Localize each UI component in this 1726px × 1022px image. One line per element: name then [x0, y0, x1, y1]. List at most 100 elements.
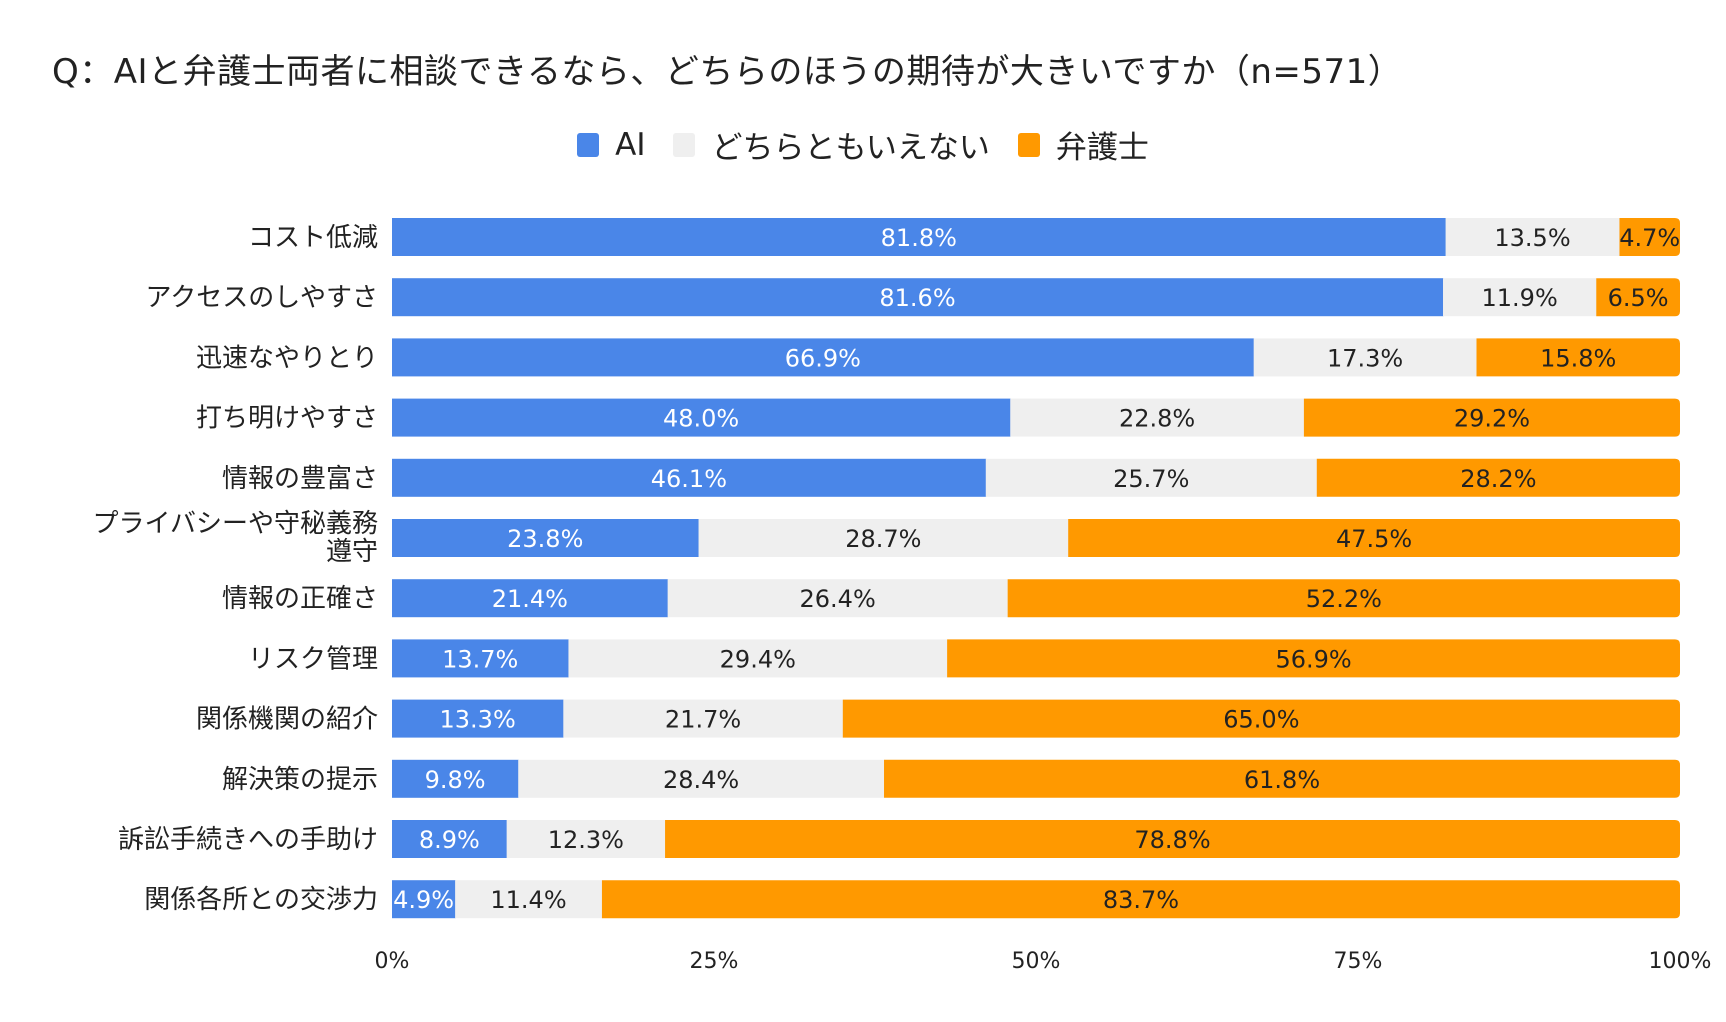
bar-segment-neutral[interactable] — [1445, 218, 1620, 256]
bar-segment-lawyer[interactable] — [1596, 278, 1680, 317]
legend-item-ai[interactable]: AI — [577, 127, 645, 163]
bar-segment-neutral[interactable] — [1253, 338, 1477, 377]
data-label-neutral: 28.4% — [663, 766, 739, 794]
category-label: 情報の正確さ — [222, 584, 378, 614]
bar-segment-neutral[interactable] — [985, 458, 1318, 497]
legend-label-neutral: どちらともいえない — [711, 130, 990, 166]
category-label: コスト低減 — [248, 223, 378, 253]
bar-segment-ai[interactable] — [392, 218, 1447, 256]
bar-segment-ai[interactable] — [392, 820, 508, 858]
data-label-lawyer: 29.2% — [1454, 405, 1530, 433]
category-label: 遵守 — [326, 537, 378, 567]
bar-segment-lawyer[interactable] — [842, 699, 1680, 738]
bar-segment-ai[interactable] — [392, 278, 1444, 317]
legend-swatch-lawyer — [1017, 132, 1040, 157]
bar-segment-lawyer[interactable] — [1303, 398, 1680, 437]
bar-segment-lawyer[interactable] — [947, 639, 1680, 678]
data-label-lawyer: 15.8% — [1540, 344, 1616, 372]
bar-segment-neutral[interactable] — [455, 880, 603, 919]
data-label-neutral: 29.4% — [720, 645, 796, 673]
data-label-neutral: 28.7% — [845, 525, 921, 553]
bar-segment-lawyer[interactable] — [1316, 458, 1680, 497]
x-tick-label: 100% — [1649, 949, 1712, 974]
data-label-neutral: 13.5% — [1494, 224, 1570, 252]
x-tick-label: 0% — [375, 949, 410, 974]
chart-legend: AI どちらともいえない 弁護士 — [0, 122, 1726, 167]
x-tick-label: 50% — [1012, 949, 1061, 974]
data-label-ai: 66.9% — [785, 344, 861, 372]
x-tick-label: 75% — [1334, 949, 1383, 974]
bar-row: 打ち明けやすさ 48.0% 22.8% 29.2% — [196, 398, 1680, 437]
bar-row: 関係各所との交渉力 4.9% 11.4% 83.7% — [144, 880, 1680, 919]
bar-segment-ai[interactable] — [392, 759, 519, 798]
data-label-neutral: 21.7% — [665, 706, 741, 734]
bar-segment-lawyer[interactable] — [1068, 519, 1680, 557]
bar-segment-ai[interactable] — [392, 579, 669, 618]
bar-row: コスト低減 81.8% 13.5% 4.7% — [248, 218, 1680, 256]
data-label-neutral: 12.3% — [548, 826, 624, 854]
legend-item-lawyer[interactable]: 弁護士 — [1017, 122, 1149, 167]
data-label-lawyer: 47.5% — [1336, 525, 1412, 553]
bar-segment-ai[interactable] — [392, 880, 456, 919]
bar-segment-neutral[interactable] — [1010, 398, 1305, 437]
bar-row: 迅速なやりとり 66.9% 17.3% 15.8% — [196, 338, 1680, 377]
data-label-ai: 21.4% — [492, 585, 568, 613]
data-label-lawyer: 56.9% — [1275, 645, 1351, 673]
bar-segment-ai[interactable] — [392, 639, 569, 678]
bar-segment-neutral[interactable] — [568, 639, 948, 678]
bar-segment-ai[interactable] — [392, 398, 1011, 437]
bar-segment-neutral[interactable] — [1443, 278, 1597, 317]
legend-label-lawyer: 弁護士 — [1055, 130, 1149, 166]
chart-title: Q：AIと弁護士両者に相談できるなら、どちらのほうの期待が大きいですか（n=57… — [52, 52, 1403, 92]
bar-segment-ai[interactable] — [392, 519, 700, 557]
data-label-ai: 9.8% — [425, 766, 486, 794]
category-label: 関係機関の紹介 — [196, 705, 378, 735]
bar-segment-neutral[interactable] — [563, 699, 844, 738]
bar-row: リスク管理 13.7% 29.4% 56.9% — [248, 639, 1680, 678]
data-label-lawyer: 65.0% — [1223, 706, 1299, 734]
category-label: リスク管理 — [248, 644, 378, 674]
data-label-ai: 8.9% — [419, 826, 480, 854]
legend-label-ai: AI — [615, 126, 646, 163]
bar-segment-lawyer[interactable] — [1007, 579, 1680, 618]
data-label-neutral: 26.4% — [800, 585, 876, 613]
data-label-ai: 23.8% — [507, 525, 583, 553]
data-label-lawyer: 28.2% — [1460, 465, 1536, 493]
bar-segment-lawyer[interactable] — [884, 759, 1680, 798]
bar-row: 関係機関の紹介 13.3% 21.7% 65.0% — [196, 699, 1680, 738]
data-label-neutral: 11.9% — [1482, 284, 1558, 312]
category-label: 関係各所との交渉力 — [144, 885, 378, 915]
bar-row: 訴訟手続きへの手助け 8.9% 12.3% 78.8% — [118, 820, 1680, 858]
bar-segment-lawyer[interactable] — [1476, 338, 1680, 377]
legend-swatch-ai — [577, 132, 600, 157]
category-label: 情報の豊富さ — [222, 464, 378, 494]
bar-segment-ai[interactable] — [392, 338, 1255, 377]
bar-segment-ai[interactable] — [392, 458, 987, 497]
data-label-neutral: 25.7% — [1113, 465, 1189, 493]
data-label-lawyer: 52.2% — [1306, 585, 1382, 613]
bar-segment-ai[interactable] — [392, 699, 564, 738]
bar-row: アクセスのしやすさ 81.6% 11.9% 6.5% — [146, 278, 1680, 317]
bar-segment-lawyer[interactable] — [665, 820, 1680, 858]
data-label-lawyer: 78.8% — [1134, 826, 1210, 854]
legend-item-neutral[interactable]: どちらともいえない — [673, 122, 990, 167]
category-label: 打ち明けやすさ — [196, 404, 378, 434]
x-tick-label: 25% — [690, 949, 739, 974]
bar-segment-neutral[interactable] — [506, 820, 666, 858]
bar-row: 情報の豊富さ 46.1% 25.7% 28.2% — [222, 458, 1680, 497]
data-label-ai: 81.6% — [879, 284, 955, 312]
bar-segment-lawyer[interactable] — [1619, 218, 1680, 256]
data-label-neutral: 11.4% — [490, 886, 566, 914]
data-label-lawyer: 83.7% — [1103, 886, 1179, 914]
bar-segment-neutral[interactable] — [698, 519, 1069, 557]
legend-swatch-neutral — [673, 132, 696, 157]
bar-segment-lawyer[interactable] — [601, 880, 1680, 919]
bar-row: 解決策の提示 9.8% 28.4% 61.8% — [222, 759, 1680, 798]
data-label-ai: 81.8% — [881, 224, 957, 252]
data-label-lawyer: 6.5% — [1608, 284, 1669, 312]
bar-segment-neutral[interactable] — [518, 759, 885, 798]
data-label-ai: 13.3% — [440, 706, 516, 734]
category-label: アクセスのしやすさ — [146, 283, 378, 313]
bar-segment-neutral[interactable] — [667, 579, 1009, 618]
